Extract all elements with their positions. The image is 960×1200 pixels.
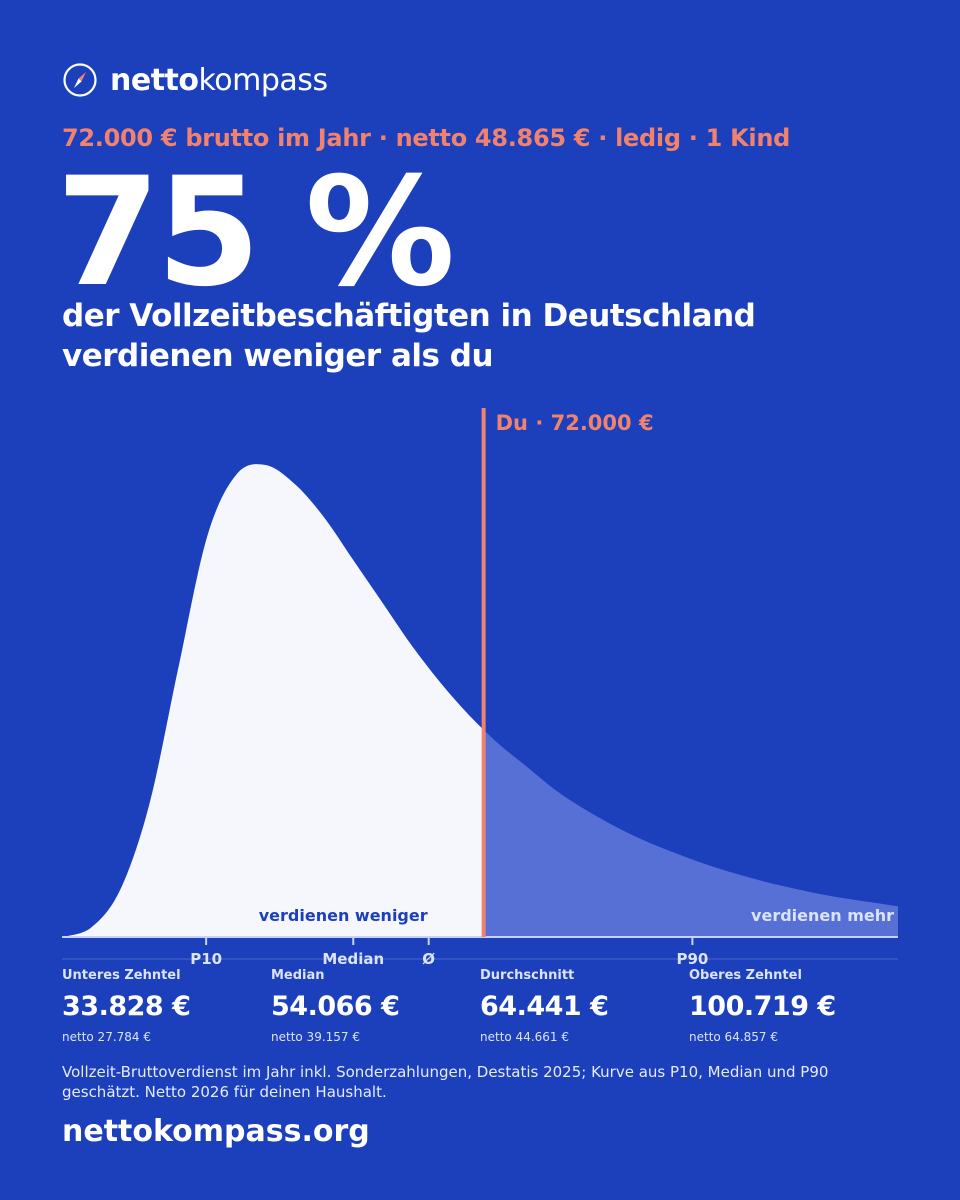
stat-value: 100.719 € [689, 991, 836, 1022]
footer-url[interactable]: nettokompass.org [62, 1114, 370, 1149]
stat-net: netto 27.784 € [62, 1030, 151, 1044]
stat-median: Median 54.066 € netto 39.157 € [271, 968, 471, 1044]
brand-name-regular: kompass [198, 62, 329, 98]
x-tick-label: P90 [676, 950, 708, 968]
x-tick-label: Median [322, 950, 384, 968]
stat-label: Unteres Zehntel [62, 968, 181, 983]
stat-net: netto 64.857 € [689, 1030, 778, 1044]
stat-label: Median [271, 968, 325, 983]
region-label-earn-more: verdienen mehr [751, 906, 894, 925]
area-earn-more [483, 729, 898, 937]
source-footnote: Vollzeit-Bruttoverdienst im Jahr inkl. S… [62, 1063, 829, 1101]
brand-name-bold: netto [110, 62, 199, 98]
stat-average: Durchschnitt 64.441 € netto 44.661 € [480, 968, 680, 1044]
headline-line-1: der Vollzeitbeschäftigten in Deutschland [62, 298, 756, 334]
headline: der Vollzeitbeschäftigten in Deutschland… [62, 296, 756, 376]
stat-p10: Unteres Zehntel 33.828 € netto 27.784 € [62, 968, 262, 1044]
stat-label: Oberes Zehntel [689, 968, 802, 983]
income-summary: 72.000 € brutto im Jahr · netto 48.865 €… [62, 124, 790, 152]
stat-net: netto 39.157 € [271, 1030, 360, 1044]
region-label-earn-less: verdienen weniger [259, 906, 428, 925]
brand-name: nettokompass [110, 63, 328, 98]
stat-value: 33.828 € [62, 991, 191, 1022]
income-distribution-chart: P10 Median Ø P90 Du · 72.000 € verdienen weni… [62, 408, 898, 968]
stat-value: 54.066 € [271, 991, 400, 1022]
area-earn-less [62, 464, 484, 937]
headline-line-2: verdienen weniger als du [62, 338, 494, 374]
user-marker-label: Du · 72.000 € [496, 411, 654, 435]
stat-label: Durchschnitt [480, 968, 575, 983]
stat-net: netto 44.661 € [480, 1030, 569, 1044]
percent-headline: 75 % [56, 146, 455, 320]
stat-p90: Oberes Zehntel 100.719 € netto 64.857 € [689, 968, 889, 1044]
x-tick-label: Ø [422, 950, 435, 968]
x-tick-label: P10 [190, 950, 222, 968]
brand-logo: nettokompass [62, 60, 328, 100]
stat-value: 64.441 € [480, 991, 609, 1022]
compass-icon [63, 63, 97, 97]
